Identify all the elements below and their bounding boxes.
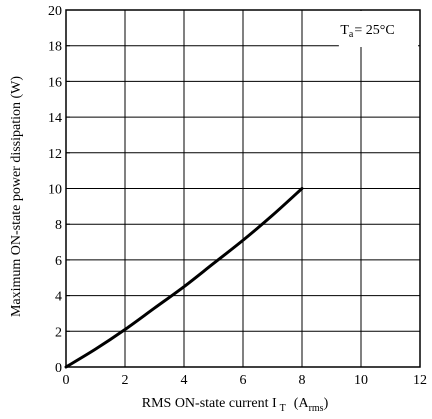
annotation-rest: = 25°C	[354, 23, 394, 38]
y-axis-label: Maximum ON-state power dissipation (W)	[9, 76, 24, 317]
x-axis-label-sub: T	[280, 403, 286, 414]
annotation-sub: a	[349, 29, 354, 40]
x-tick-label: 12	[413, 373, 427, 388]
y-tick-label: 10	[48, 183, 62, 198]
x-tick-label: 8	[299, 373, 306, 388]
series	[64, 187, 304, 369]
annotation-box: Ta= 25°C	[338, 11, 418, 47]
y-tick-label: 4	[55, 290, 62, 305]
annotation-text: Ta= 25°C	[340, 23, 394, 40]
y-tick-label: 0	[55, 361, 62, 376]
x-tick-label: 2	[122, 373, 129, 388]
power-dissipation-curve	[64, 187, 304, 369]
x-axis-label-unit: (A	[294, 396, 310, 411]
y-tick-label: 6	[55, 254, 62, 269]
y-tick-label: 16	[48, 75, 62, 90]
plot-frame	[65, 9, 421, 368]
y-tick-label: 12	[48, 147, 62, 162]
x-tick-label: 4	[181, 373, 188, 388]
x-axis-label-unit-sub: rms	[309, 403, 324, 414]
x-axis-label-main: RMS ON-state current I	[142, 396, 277, 411]
grid	[65, 9, 421, 368]
annotation-base: T	[340, 23, 349, 38]
x-axis-label: RMS ON-state current I T (Arms)	[142, 396, 329, 414]
x-axis-label-unit-close: )	[324, 396, 329, 411]
annotation-background	[338, 11, 418, 47]
x-tick-label: 6	[240, 373, 247, 388]
y-tick-label: 18	[48, 40, 62, 55]
x-tick-label: 10	[354, 373, 368, 388]
x-tick-label: 0	[63, 373, 70, 388]
y-tick-label: 8	[55, 218, 62, 233]
y-tick-label: 14	[48, 111, 62, 126]
y-tick-label: 20	[48, 4, 62, 19]
tick-labels: 0 2 4 6 8 10 12 0 2 4 6 8 10 12 14 16 18 20	[48, 4, 427, 388]
y-tick-label: 2	[55, 325, 62, 340]
